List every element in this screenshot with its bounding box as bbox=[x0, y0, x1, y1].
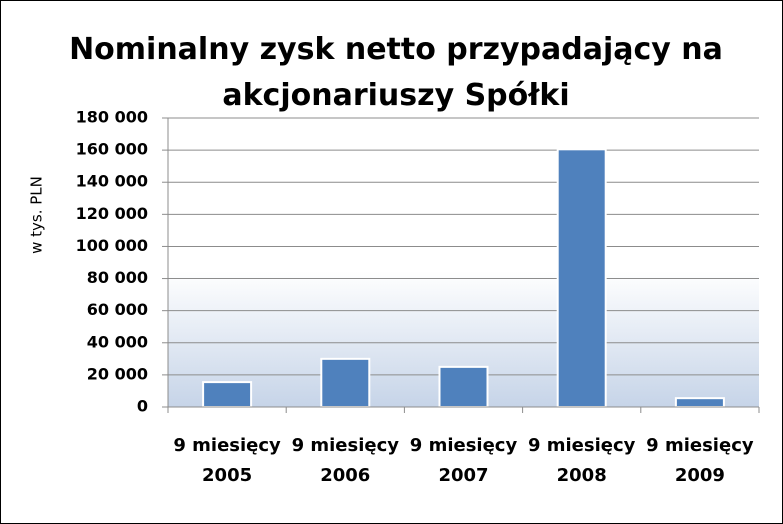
y-tick-label: 120 000 bbox=[76, 204, 148, 223]
y-tick-label: 60 000 bbox=[87, 300, 148, 319]
y-tick-label: 40 000 bbox=[87, 332, 148, 351]
y-tick-label: 80 000 bbox=[87, 268, 148, 287]
bar bbox=[674, 397, 725, 408]
y-tick-label: 20 000 bbox=[87, 364, 148, 383]
y-tick-label: 180 000 bbox=[76, 108, 148, 127]
x-tick-label: 9 miesięcy 2006 bbox=[291, 435, 399, 486]
x-tick-label: 9 miesięcy 2009 bbox=[646, 435, 754, 486]
x-tick-label: 9 miesięcy 2005 bbox=[173, 435, 281, 486]
y-tick-label: 100 000 bbox=[76, 236, 148, 255]
bar bbox=[556, 148, 607, 409]
x-tick-label: 9 miesięcy 2008 bbox=[527, 435, 636, 486]
y-tick-label: 0 bbox=[137, 397, 148, 416]
chart-title: Nominalny zysk netto przypadający na akc… bbox=[69, 32, 723, 113]
bar bbox=[320, 357, 371, 409]
y-tick-label: 140 000 bbox=[76, 172, 148, 191]
y-axis-label: w tys. PLN bbox=[28, 176, 46, 254]
bar bbox=[438, 365, 489, 409]
bar bbox=[202, 381, 253, 409]
y-tick-label: 160 000 bbox=[76, 140, 148, 159]
x-tick-label: 9 miesięcy 2007 bbox=[409, 435, 518, 486]
